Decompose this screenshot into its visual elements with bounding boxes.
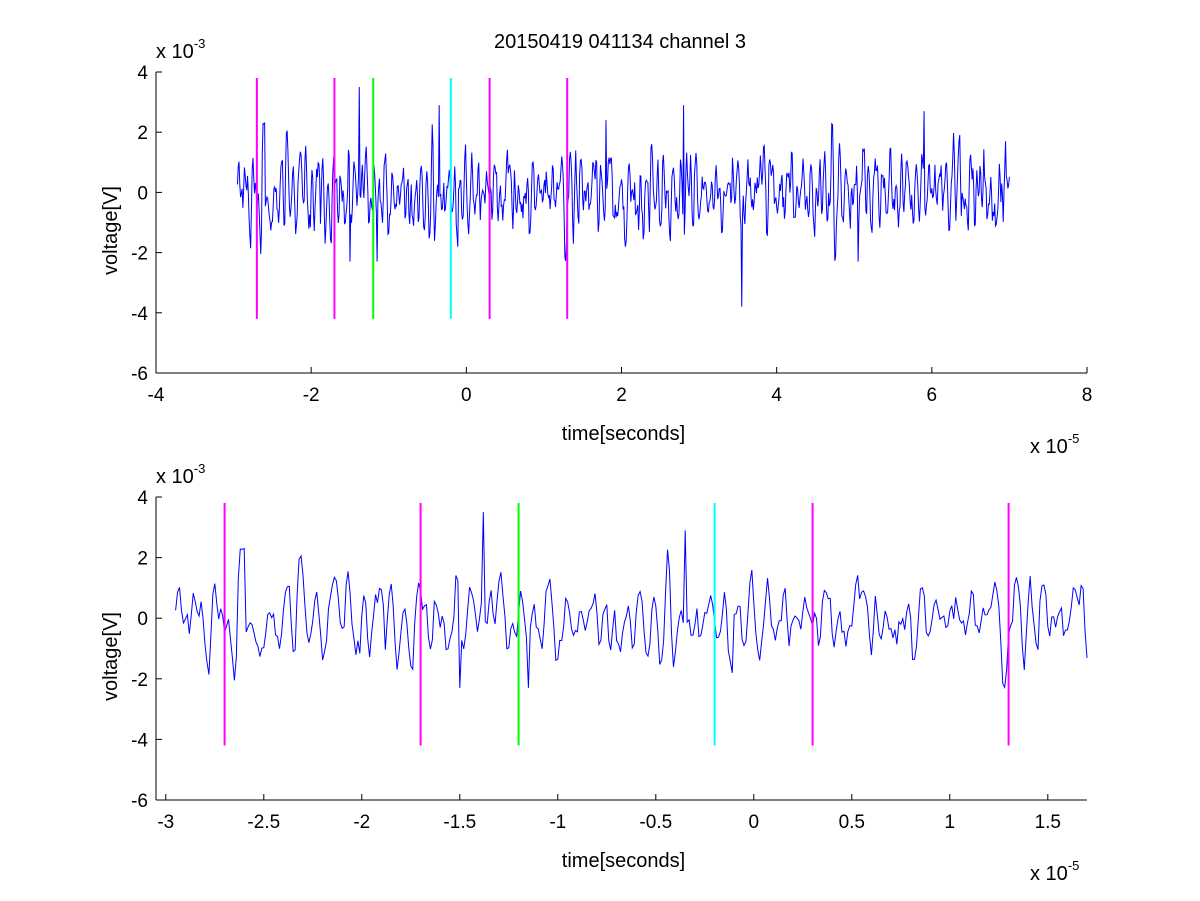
- y-tick-label: -2: [131, 670, 148, 691]
- y-exponent-power: -3: [194, 461, 206, 476]
- y-tick-label: -4: [131, 730, 148, 751]
- x-tick-label: 0.5: [839, 812, 865, 833]
- y-tick-label: -6: [131, 791, 148, 812]
- y-axis-label: voltage[V]: [100, 612, 122, 701]
- y-exponent-label: x 10-3: [156, 461, 205, 488]
- x-tick-label: 2: [616, 385, 627, 406]
- x-tick-label: 1: [945, 812, 956, 833]
- signal-trace: [236, 87, 1010, 307]
- x-tick-label: -2: [303, 385, 320, 406]
- top-plot: -4 -2 0 2 4 6 8-6-4-2024time[seconds]voltage[V…: [100, 36, 1092, 458]
- y-tick-label: -4: [131, 304, 148, 325]
- x-tick-label: 8: [1082, 385, 1093, 406]
- x-tick-label: -1.5: [443, 812, 476, 833]
- x-exponent-label: x 10-5: [1030, 431, 1079, 458]
- y-tick-label: 2: [137, 123, 148, 144]
- x-tick-label: -0.5: [639, 812, 672, 833]
- y-exponent-base: x 10: [156, 466, 194, 488]
- x-tick-label: -3: [157, 812, 174, 833]
- x-exponent-power: -5: [1068, 431, 1080, 446]
- y-tick-label: -2: [131, 244, 148, 265]
- y-tick-label: 4: [137, 488, 148, 509]
- y-tick-label: 0: [137, 609, 148, 630]
- x-tick-label: 6: [927, 385, 938, 406]
- x-tick-label: 0: [461, 385, 472, 406]
- x-exponent-base: x 10: [1030, 436, 1068, 458]
- y-tick-label: 4: [137, 63, 148, 84]
- y-tick-label: 0: [137, 183, 148, 204]
- bottom-plot: -3 -2.5 -2 -1.5 -1 -0.5 0 0.5 1 1.5 -6 -4 -2 0 2 4 time[…: [100, 461, 1088, 885]
- x-tick-label: 0: [749, 812, 760, 833]
- x-tick-label: -4: [148, 385, 165, 406]
- signal-trace: [175, 512, 1088, 690]
- x-exponent-power: -5: [1068, 858, 1080, 873]
- x-tick-label: 1.5: [1035, 812, 1061, 833]
- x-tick-label: -1: [549, 812, 566, 833]
- y-exponent-base: x 10: [156, 41, 194, 63]
- y-exponent-power: -3: [194, 36, 206, 51]
- y-tick-label: -6: [131, 364, 148, 385]
- x-axis-label: time[seconds]: [562, 423, 685, 445]
- x-tick-label: -2.5: [247, 812, 280, 833]
- chart-title: 20150419 041134 channel 3: [494, 31, 746, 53]
- x-tick-label: 4: [771, 385, 782, 406]
- x-exponent-label: x 10-5: [1030, 858, 1079, 885]
- y-tick-label: 2: [137, 549, 148, 570]
- x-tick-label: -2: [353, 812, 370, 833]
- y-axis-label: voltage[V]: [100, 186, 122, 275]
- y-exponent-label: x 10-3: [156, 36, 205, 63]
- x-axis-label: time[seconds]: [562, 850, 685, 872]
- x-exponent-base: x 10: [1030, 863, 1068, 885]
